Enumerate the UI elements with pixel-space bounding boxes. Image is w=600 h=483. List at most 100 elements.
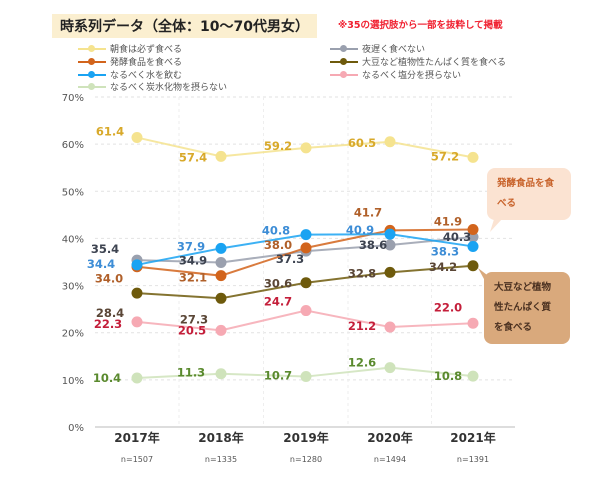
legend-label: 大豆など植物性たんぱく質を食べる [362,58,507,68]
y-tick-label: 10% [62,376,84,387]
data-point [467,151,479,163]
legend-label: なるべく水を飲む [110,71,183,81]
data-point [215,292,227,304]
data-label: 28.4 [96,306,124,320]
data-point [467,231,479,243]
data-label: 34.9 [179,253,207,267]
data-point [131,287,143,299]
data-label: 22.3 [94,317,122,331]
data-point [467,260,479,272]
y-tick-label: 40% [62,234,84,245]
x-tick-label: 2021年 [450,430,495,445]
legend-marker-icon [78,70,106,79]
data-label: 32.8 [348,266,376,280]
data-point [215,150,227,162]
data-label: 38.6 [359,238,387,252]
data-point [215,324,227,336]
data-label: 32.1 [179,271,207,285]
sample-size-label: n=1391 [457,455,489,464]
data-label: 41.9 [434,214,462,228]
callout-fermented: 発酵食品を食べる [487,168,571,220]
data-label: 34.4 [87,257,115,271]
data-label: 27.3 [180,312,208,326]
sample-size-label: n=1335 [205,455,237,464]
legend-item: 大豆など植物性たんぱく質を食べる [330,55,506,68]
x-tick-label: 2020年 [367,430,412,445]
data-label: 38.3 [431,244,459,258]
data-point [215,242,227,254]
data-point [300,242,312,254]
legend-label: なるべく塩分を摂らない [362,71,462,81]
chart-note: ※35の選択肢から一部を抜粋して掲載 [338,20,503,31]
data-label: 22.0 [434,300,462,314]
legend-marker-icon [330,44,358,53]
y-tick-label: 70% [62,93,84,104]
data-point [384,228,396,240]
legend-item: 夜遅く食べない [330,42,425,55]
x-tick-label: 2019年 [283,430,328,445]
x-tick-label: 2018年 [198,430,243,445]
y-tick-label: 0% [68,423,84,434]
chart-title: 時系列データ（全体：10〜70代男女） [52,14,317,38]
data-label: 61.4 [96,125,124,139]
data-point [215,368,227,380]
data-label: 11.3 [177,366,205,380]
data-label: 30.6 [264,277,292,291]
sample-size-label: n=1507 [121,455,153,464]
data-point [215,270,227,282]
legend-label: なるべく炭水化物を摂らない [110,83,228,93]
legend-label: 発酵食品を食べる [110,58,183,68]
data-point [300,229,312,241]
data-point [131,132,143,144]
data-label: 37.9 [177,239,205,253]
data-label: 40.3 [443,230,471,244]
legend-item: なるべく炭水化物を摂らない [78,80,227,93]
legend-marker-icon [78,82,106,91]
data-label: 40.9 [346,223,374,237]
data-label: 37.3 [276,252,304,266]
data-label: 12.6 [348,356,376,370]
data-label: 57.4 [179,150,207,164]
data-label: 41.7 [354,205,382,219]
data-label: 21.2 [348,319,376,333]
y-tick-label: 50% [62,187,84,198]
data-label: 38.0 [264,238,292,252]
legend-item: なるべく塩分を摂らない [330,68,461,81]
data-point [300,305,312,317]
legend-marker-icon [330,57,358,66]
data-point [467,240,479,252]
legend-item: 発酵食品を食べる [78,55,182,68]
data-point [300,277,312,289]
legend-marker-icon [78,57,106,66]
data-label: 10.7 [264,369,292,383]
data-point [467,370,479,382]
data-point [467,223,479,235]
y-tick-label: 30% [62,282,84,293]
data-point [467,317,479,329]
data-point [384,362,396,374]
legend-label: 朝食は必ず食べる [110,45,183,55]
data-point [384,321,396,333]
data-label: 34.0 [95,272,123,286]
sample-size-label: n=1280 [290,455,322,464]
data-point [384,239,396,251]
legend-item: なるべく水を飲む [78,68,182,81]
data-label: 40.8 [262,224,290,238]
y-tick-label: 20% [62,329,84,340]
data-label: 60.5 [348,136,376,150]
x-tick-label: 2017年 [114,430,159,445]
data-point [131,372,143,384]
data-point [131,316,143,328]
callout-soy: 大豆など植物性たんぱく質を食べる [484,272,570,344]
legend-item: 朝食は必ず食べる [78,42,182,55]
legend-label: 夜遅く食べない [362,45,426,55]
data-label: 10.8 [434,369,462,383]
data-point [215,256,227,268]
legend-marker-icon [330,70,358,79]
data-label: 10.4 [93,371,121,385]
data-label: 35.4 [91,242,119,256]
data-point [384,266,396,278]
data-label: 20.5 [178,323,206,337]
